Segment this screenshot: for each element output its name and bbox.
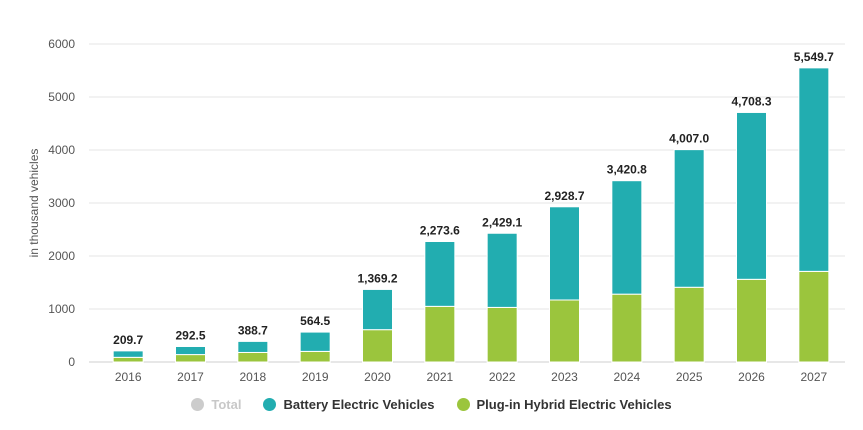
y-tick-label: 2000 <box>48 249 75 263</box>
bar-phev-2023 <box>549 299 580 363</box>
total-data-label: 2,273.6 <box>420 223 460 237</box>
bar-phev-2019 <box>299 350 331 363</box>
x-tick-label: 2024 <box>613 370 640 384</box>
total-data-label: 4,708.3 <box>731 94 771 108</box>
total-data-label: 3,420.8 <box>607 163 647 177</box>
bar-phev-2024 <box>611 293 643 363</box>
bar-bev-2016 <box>112 350 144 358</box>
x-tick-label: 2026 <box>738 370 765 384</box>
bar-bev-2026 <box>736 111 767 280</box>
legend-battery-electric-vehicles-marker <box>263 398 277 411</box>
bar-phev-2022 <box>486 306 518 363</box>
legend-item-battery-electric-vehicles[interactable]: Battery Electric Vehicles <box>263 397 435 412</box>
y-axis: 0 1000 2000 3000 4000 5000 6000 <box>48 37 75 369</box>
x-tick-label: 2025 <box>676 370 703 384</box>
bar-phev-2021 <box>424 305 456 363</box>
x-tick-label: 2022 <box>489 370 516 384</box>
x-tick-label: 2016 <box>115 370 142 384</box>
total-data-label: 4,007.0 <box>669 132 709 146</box>
stacked-bar-chart: 0 1000 2000 3000 4000 5000 6000 in thousand ve… <box>27 37 845 384</box>
bar-phev-2020 <box>362 329 393 363</box>
y-tick-label: 3000 <box>48 196 75 210</box>
total-data-label: 2,429.1 <box>482 215 522 229</box>
legend-total-label: Total <box>211 397 242 412</box>
total-data-label: 564.5 <box>300 314 330 328</box>
legend: Total Battery Electric Vehicles Plug-in … <box>0 397 863 412</box>
bar-bev-2020 <box>362 288 393 331</box>
bar-phev-2025 <box>673 286 705 363</box>
y-tick-label: 1000 <box>48 302 75 316</box>
x-tick-label: 2017 <box>177 370 204 384</box>
bar-bev-2024 <box>611 180 643 295</box>
x-axis: 2016 2017 2018 2019 2020 2021 2022 2023 2024 2025… <box>115 370 828 384</box>
total-data-label: 388.7 <box>238 323 268 337</box>
total-labels: 209.7 292.5 388.7 564.5 1,369.2 2,273.6 2,429.… <box>113 50 834 347</box>
bar-bev-2017 <box>175 345 206 356</box>
x-tick-label: 2023 <box>551 370 578 384</box>
bar-phev-2027 <box>798 270 830 363</box>
x-tick-label: 2020 <box>364 370 391 384</box>
bar-bev-2022 <box>486 232 518 308</box>
bar-bev-2025 <box>673 149 705 288</box>
bar-phev-2026 <box>736 278 767 363</box>
legend-total-marker <box>191 398 205 411</box>
legend-item-plug-in-hybrid-electric-vehicles[interactable]: Plug-in Hybrid Electric Vehicles <box>456 397 672 412</box>
x-tick-label: 2018 <box>239 370 266 384</box>
x-tick-label: 2021 <box>426 370 453 384</box>
y-tick-label: 4000 <box>48 143 75 157</box>
bars <box>112 67 830 363</box>
y-tick-label: 5000 <box>48 90 75 104</box>
total-data-label: 292.5 <box>175 328 205 342</box>
x-tick-label: 2027 <box>800 370 827 384</box>
bar-phev-2016 <box>112 356 144 363</box>
legend-plug-in-hybrid-electric-vehicles-label: Plug-in Hybrid Electric Vehicles <box>476 397 672 412</box>
legend-plug-in-hybrid-electric-vehicles-marker <box>456 398 470 411</box>
y-axis-title: in thousand vehicles <box>27 149 41 258</box>
bar-bev-2023 <box>549 206 580 301</box>
bar-bev-2018 <box>237 340 269 353</box>
legend-item-total[interactable]: Total <box>191 397 241 412</box>
bar-phev-2017 <box>175 354 206 363</box>
total-data-label: 2,928.7 <box>544 189 584 203</box>
total-data-label: 209.7 <box>113 333 143 347</box>
y-tick-label: 6000 <box>48 37 75 51</box>
bar-bev-2027 <box>798 67 830 272</box>
legend-battery-electric-vehicles-label: Battery Electric Vehicles <box>283 397 435 412</box>
bar-bev-2019 <box>299 331 331 352</box>
total-data-label: 1,369.2 <box>357 271 397 285</box>
total-data-label: 5,549.7 <box>794 50 834 64</box>
y-tick-label: 0 <box>68 355 75 369</box>
bar-phev-2018 <box>237 351 269 363</box>
bar-bev-2021 <box>424 240 456 307</box>
x-tick-label: 2019 <box>302 370 329 384</box>
gridlines <box>89 43 845 363</box>
